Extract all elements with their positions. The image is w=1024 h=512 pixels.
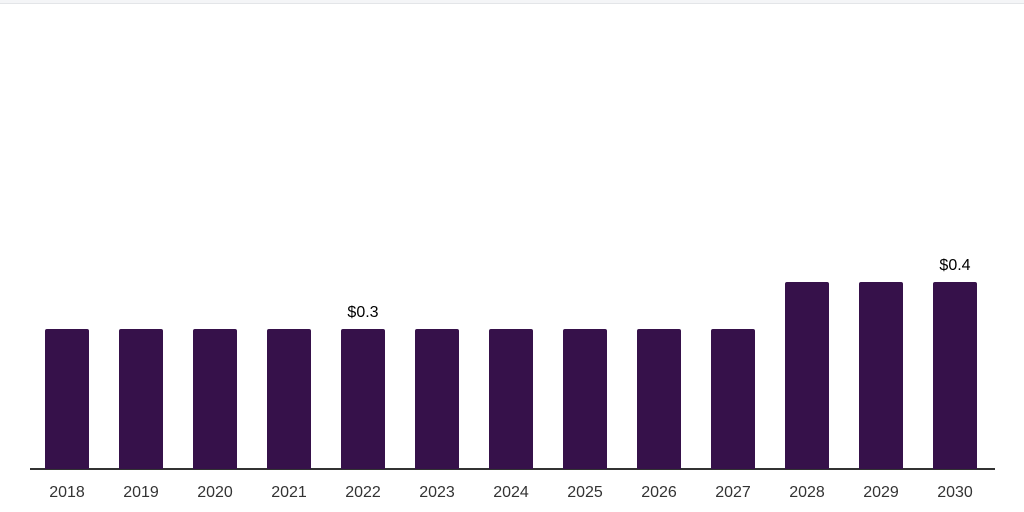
- bar-2021: [267, 329, 311, 469]
- bar-2030: [933, 282, 977, 469]
- bar-2018: [45, 329, 89, 469]
- bar-2022: [341, 329, 385, 469]
- data-label-2022: $0.3: [347, 304, 379, 321]
- x-tick-2028: 2028: [789, 484, 825, 501]
- x-tick-2026: 2026: [641, 484, 677, 501]
- x-tick-2021: 2021: [271, 484, 307, 501]
- x-tick-2024: 2024: [493, 484, 529, 501]
- bar-2027: [711, 329, 755, 469]
- x-tick-2027: 2027: [715, 484, 751, 501]
- bar-2028: [785, 282, 829, 469]
- bar-2026: [637, 329, 681, 469]
- bar-2019: [119, 329, 163, 469]
- x-tick-2030: 2030: [937, 484, 973, 501]
- x-axis-line: [30, 468, 995, 470]
- x-tick-2018: 2018: [49, 484, 85, 501]
- data-label-2030: $0.4: [939, 257, 971, 274]
- x-tick-2025: 2025: [567, 484, 603, 501]
- bar-2025: [563, 329, 607, 469]
- bar-2024: [489, 329, 533, 469]
- x-tick-2019: 2019: [123, 484, 159, 501]
- x-tick-2020: 2020: [197, 484, 233, 501]
- x-tick-2029: 2029: [863, 484, 899, 501]
- bar-2029: [859, 282, 903, 469]
- x-tick-2023: 2023: [419, 484, 455, 501]
- top-edge-strip: [0, 0, 1024, 4]
- bar-2020: [193, 329, 237, 469]
- bar-2023: [415, 329, 459, 469]
- x-tick-2022: 2022: [345, 484, 381, 501]
